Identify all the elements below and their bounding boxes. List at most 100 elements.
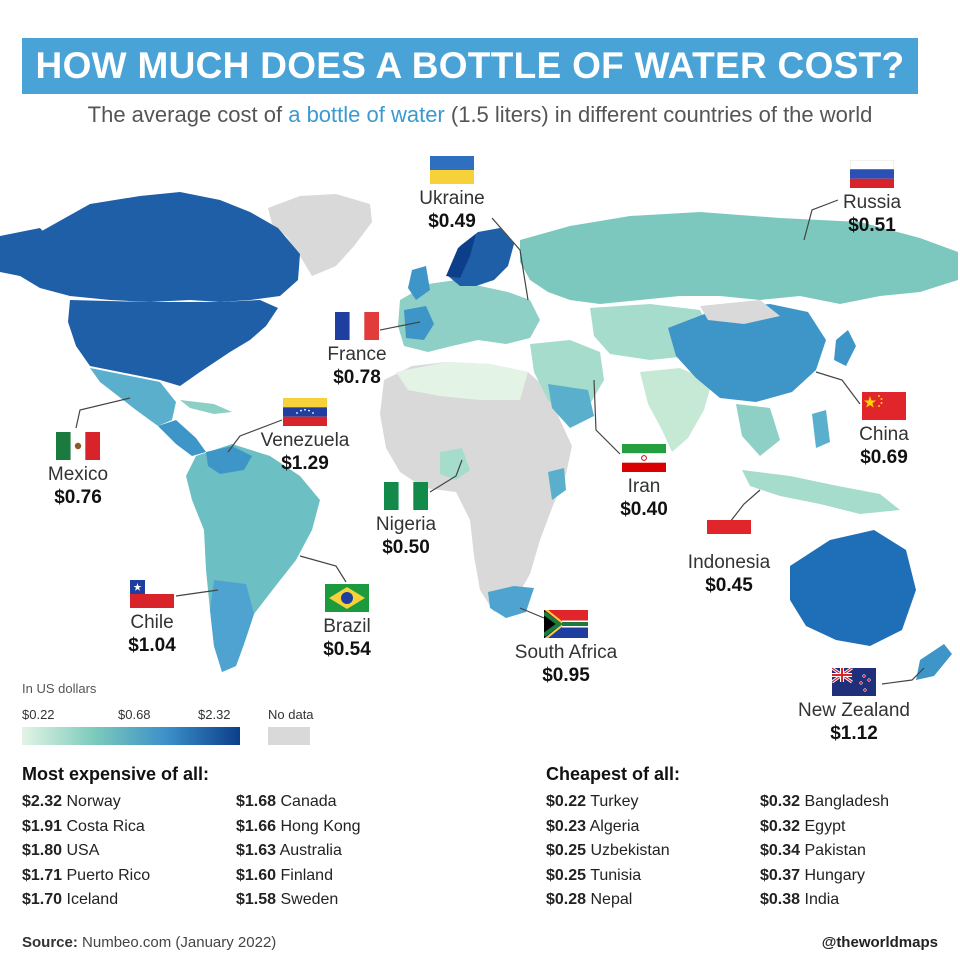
region-france (404, 306, 434, 340)
region-central-america (158, 420, 206, 456)
nigeria-flag-icon (384, 482, 428, 510)
leader-china (815, 371, 861, 405)
mexico-flag-icon (56, 432, 100, 460)
region-china (668, 304, 826, 402)
iran-flag-icon (622, 444, 666, 472)
list-item: $1.70 Iceland (22, 891, 119, 909)
callout-country: Nigeria (375, 514, 437, 535)
leader-new-zealand (881, 667, 925, 685)
callout-venezuela: Venezuela $1.29 (250, 398, 360, 476)
region-kenya (548, 468, 566, 500)
brazil-flag-icon (325, 584, 369, 612)
legend-no-data-label: No data (268, 707, 314, 722)
list-item: $1.71 Puerto Rico (22, 866, 151, 884)
region-norway (446, 234, 476, 278)
cheapest-list-col1: $0.22 Turkey $0.23 Algeria $0.25 Uzbekis… (546, 790, 670, 913)
callout-country: South Africa (514, 642, 618, 663)
list-item: $1.66 Hong Kong (236, 817, 361, 835)
callout-price: $0.40 (620, 499, 668, 520)
list-item: $0.32 Bangladesh (760, 793, 890, 810)
region-europe (398, 280, 540, 352)
list-item: $0.23 Algeria (546, 817, 640, 835)
callout-price: $1.04 (128, 635, 176, 656)
callout-country: China (859, 424, 909, 445)
world-map (0, 192, 958, 685)
leader-south-africa (519, 607, 545, 619)
region-caribbean (180, 400, 232, 414)
region-india (640, 368, 712, 452)
list-item: $0.38 India (760, 891, 840, 909)
region-alaska (0, 228, 56, 276)
region-philippines (812, 410, 830, 448)
region-scandinavia (448, 228, 514, 286)
legend-title: In US dollars (22, 681, 97, 696)
list-item: $0.37 Hungary (760, 866, 865, 884)
region-argentina (210, 580, 254, 672)
new-zealand-flag-icon (832, 668, 876, 696)
list-item: $0.25 Uzbekistan (546, 842, 670, 860)
callout-country: Mexico (47, 464, 109, 485)
list-item: $0.28 Nepal (546, 891, 633, 909)
region-mongolia (700, 300, 780, 324)
leader-france (379, 321, 421, 331)
source-credit: Source: Numbeo.com (January 2022) (22, 934, 276, 951)
legend-max: $2.32 (198, 707, 231, 722)
cheapest-list-col2: $0.32 Bangladesh $0.32 Egypt $0.34 Pakis… (760, 790, 889, 913)
region-russia (520, 212, 958, 304)
region-japan (834, 330, 856, 366)
callout-price: $1.12 (830, 723, 878, 744)
callout-country: New Zealand (798, 700, 910, 721)
most-expensive-list-col2: $1.68 Canada $1.66 Hong Kong $1.63 Austr… (236, 790, 361, 913)
list-item: $1.58 Sweden (236, 891, 339, 909)
callout-indonesia: Indonesia $0.45 (676, 520, 782, 598)
venezuela-flag-icon (283, 398, 327, 426)
callout-country: Venezuela (260, 430, 350, 451)
list-item: $1.63 Australia (236, 842, 342, 860)
source-label: Source: (22, 934, 78, 951)
region-south-america (186, 444, 320, 672)
title-banner: HOW MUCH DOES A BOTTLE OF WATER COST? (22, 38, 918, 94)
callout-country: Russia (842, 192, 902, 213)
region-south-africa (488, 586, 534, 618)
ukraine-flag-icon (430, 156, 474, 184)
china-flag-icon (862, 392, 906, 420)
south-africa-flag-icon (544, 610, 588, 638)
callout-ukraine: Ukraine $0.49 (412, 156, 492, 234)
list-item: $1.68 Canada (236, 793, 337, 810)
callout-price: $0.49 (428, 211, 476, 232)
list-item: $0.22 Turkey (546, 793, 639, 810)
region-nigeria (440, 448, 470, 480)
author-handle: @theworldmaps (821, 934, 938, 951)
region-africa (380, 362, 572, 612)
france-flag-icon (335, 312, 379, 340)
callout-brazil: Brazil $0.54 (306, 584, 388, 662)
region-arabia (548, 384, 594, 428)
list-item: $1.60 Finland (236, 866, 333, 884)
list-item: $0.32 Egypt (760, 817, 846, 835)
leader-indonesia (729, 489, 761, 523)
callout-price: $0.54 (323, 639, 371, 660)
leader-nigeria (429, 459, 463, 493)
callout-price: $0.69 (860, 447, 908, 468)
region-greenland (268, 194, 372, 276)
list-item: $0.34 Pakistan (760, 842, 866, 860)
callout-new-zealand: New Zealand $1.12 (784, 668, 924, 746)
subtitle-highlight: a bottle of water (288, 102, 445, 127)
list-item: $2.32 Norway (22, 793, 121, 810)
leader-ukraine (491, 217, 529, 301)
callout-mexico: Mexico $0.76 (36, 432, 120, 510)
chile-flag-icon (130, 580, 174, 608)
region-mexico (90, 368, 176, 426)
region-north-africa (396, 362, 528, 400)
callout-price: $0.76 (54, 487, 102, 508)
subtitle: The average cost of a bottle of water (1… (0, 102, 960, 128)
callout-country: Ukraine (419, 188, 485, 209)
leader-venezuela (227, 419, 283, 453)
region-canada (0, 192, 300, 302)
page-title: HOW MUCH DOES A BOTTLE OF WATER COST? (35, 45, 905, 86)
callout-france: France $0.78 (316, 312, 398, 390)
subtitle-pre: The average cost of (87, 102, 289, 127)
callout-country: Indonesia (687, 552, 771, 573)
region-indonesia (742, 470, 900, 514)
callout-south-africa: South Africa $0.95 (500, 610, 632, 688)
